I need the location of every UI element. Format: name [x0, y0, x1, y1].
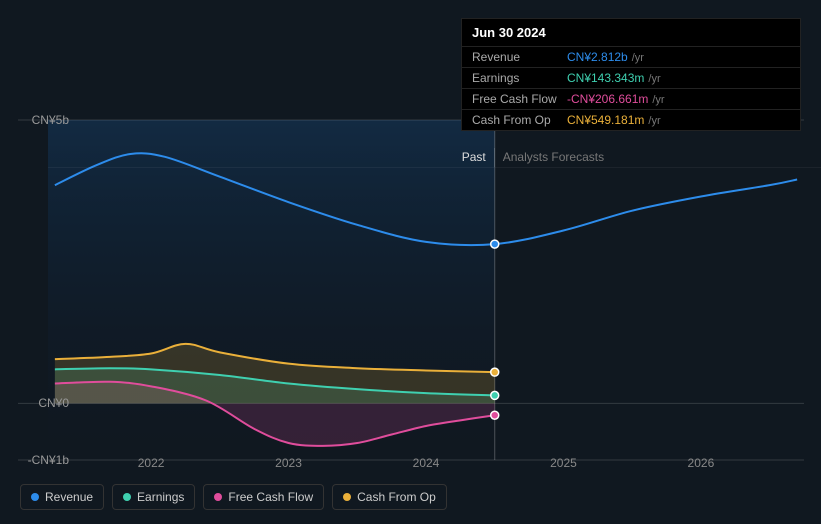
x-axis-label: 2024 [413, 456, 440, 470]
tooltip-unit: /yr [648, 73, 660, 85]
tooltip-unit: /yr [632, 52, 644, 64]
tooltip-row-free-cash-flow: Free Cash Flow-CN¥206.661m/yr [462, 88, 800, 109]
tooltip-value: CN¥143.343m [567, 71, 644, 85]
tooltip-label: Cash From Op [472, 113, 567, 127]
legend-label: Earnings [137, 490, 184, 504]
y-axis-label: -CN¥1b [18, 453, 73, 467]
chart-tooltip: Jun 30 2024 RevenueCN¥2.812b/yrEarningsC… [461, 18, 801, 131]
y-axis-label: CN¥5b [18, 113, 73, 127]
x-axis-label: 2022 [138, 456, 165, 470]
legend-dot-icon [123, 493, 131, 501]
tooltip-unit: /yr [652, 94, 664, 106]
x-axis-label: 2025 [550, 456, 577, 470]
legend-label: Free Cash Flow [228, 490, 313, 504]
past-label: Past [48, 148, 495, 167]
legend-item-cash_from_op[interactable]: Cash From Op [332, 484, 447, 510]
legend-label: Cash From Op [357, 490, 436, 504]
legend-item-earnings[interactable]: Earnings [112, 484, 195, 510]
tooltip-value: CN¥2.812b [567, 50, 628, 64]
legend-dot-icon [214, 493, 222, 501]
legend-item-free_cash_flow[interactable]: Free Cash Flow [203, 484, 324, 510]
legend-dot-icon [31, 493, 39, 501]
y-axis-label: CN¥0 [18, 396, 73, 410]
tooltip-label: Earnings [472, 71, 567, 85]
x-axis-label: 2023 [275, 456, 302, 470]
tooltip-value: -CN¥206.661m [567, 92, 648, 106]
tooltip-unit: /yr [648, 115, 660, 127]
tooltip-label: Revenue [472, 50, 567, 64]
tooltip-row-earnings: EarningsCN¥143.343m/yr [462, 67, 800, 88]
tooltip-row-cash-from-op: Cash From OpCN¥549.181m/yr [462, 109, 800, 130]
legend-item-revenue[interactable]: Revenue [20, 484, 104, 510]
chart-area: CN¥5bCN¥0-CN¥1b20222023202420252026 [18, 120, 804, 460]
past-forecast-divider: Past Analysts Forecasts [48, 148, 821, 168]
tooltip-date: Jun 30 2024 [462, 19, 800, 46]
tooltip-row-revenue: RevenueCN¥2.812b/yr [462, 46, 800, 67]
legend-dot-icon [343, 493, 351, 501]
tooltip-label: Free Cash Flow [472, 92, 567, 106]
legend: Revenue Earnings Free Cash Flow Cash From O… [20, 484, 447, 510]
legend-label: Revenue [45, 490, 93, 504]
forecast-label: Analysts Forecasts [495, 148, 821, 167]
chart-svg[interactable] [18, 120, 804, 460]
tooltip-value: CN¥549.181m [567, 113, 644, 127]
x-axis-label: 2026 [688, 456, 715, 470]
